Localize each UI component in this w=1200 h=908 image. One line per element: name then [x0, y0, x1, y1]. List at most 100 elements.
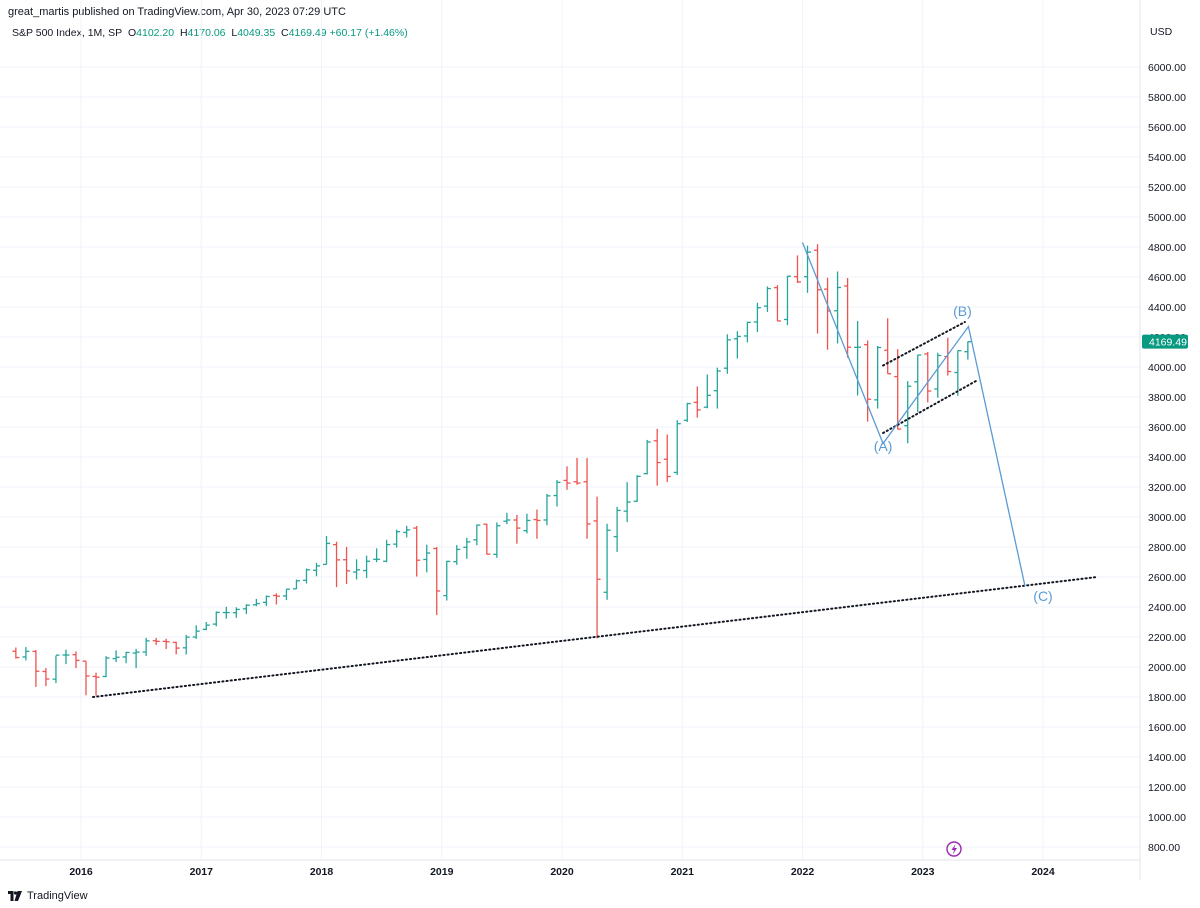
tradingview-footer[interactable]: TradingView — [8, 890, 88, 902]
ohlc-bar — [302, 568, 310, 584]
y-tick-label: 4800.00 — [1148, 242, 1186, 254]
trendline-group[interactable] — [92, 321, 1099, 698]
ohlc-bar — [703, 374, 711, 409]
ohlc-bar — [673, 420, 681, 475]
high-value: 4170.06 — [187, 27, 226, 39]
last-price-tag: 4169.49 — [1149, 337, 1187, 349]
ohlc-bar — [122, 651, 130, 664]
wave-path — [801, 242, 1026, 587]
trendline — [882, 321, 966, 367]
trendline — [92, 576, 1099, 698]
symbol-title[interactable]: S&P 500 Index, 1M, SP — [12, 27, 123, 39]
ohlc-bar — [904, 381, 912, 444]
ohlc-bar — [443, 560, 451, 601]
ohlc-bar — [643, 439, 651, 475]
ohlc-bar — [383, 539, 391, 563]
ohlc-bar — [82, 660, 90, 696]
ohlc-bar — [553, 479, 561, 507]
ohlc-bar — [413, 526, 421, 577]
symbol-legend: S&P 500 Index, 1M, SP O4102.20 H4170.06 … — [12, 27, 408, 39]
ohlc-bar — [824, 277, 832, 350]
y-tick-label: 3200.00 — [1148, 482, 1186, 494]
y-tick-label: 6000.00 — [1148, 62, 1186, 74]
elliott-wave-group[interactable]: (A) (B) (C) — [801, 242, 1053, 605]
ohlc-bar — [112, 650, 120, 663]
y-tick-label: 1800.00 — [1148, 692, 1186, 704]
ohlc-bar — [924, 352, 932, 403]
ohlc-bar — [32, 650, 40, 687]
y-tick-label: 1400.00 — [1148, 752, 1186, 764]
ohlc-bar — [613, 506, 621, 552]
ohlc-bar — [483, 523, 491, 555]
replay-button[interactable] — [946, 841, 962, 857]
ohlc-bar — [583, 458, 591, 539]
ohlc-bar — [493, 522, 501, 558]
ohlc-bar — [753, 302, 761, 333]
ohlc-bar — [723, 334, 731, 374]
ohlc-bar — [603, 523, 611, 600]
ohlc-bar — [343, 546, 351, 585]
grid-lines — [0, 0, 1140, 860]
price-axis[interactable]: 800.00 1000.00 1200.00 1400.00 1600.00 1800.0… — [1148, 62, 1186, 854]
y-tick-label: 5800.00 — [1148, 92, 1186, 104]
ohlc-bar — [844, 278, 852, 358]
ohlc-bar — [653, 428, 661, 486]
wave-label: (C) — [1033, 588, 1052, 604]
ohlc-bar — [693, 386, 701, 418]
ohlc-bar — [162, 638, 170, 649]
ohlc-bar — [713, 367, 721, 409]
change-value: +60.17 (+1.46%) — [329, 27, 408, 39]
x-tick-label: 2023 — [911, 866, 935, 878]
ohlc-bar — [132, 648, 140, 669]
ohlc-bar — [743, 321, 751, 343]
ohlc-bar — [42, 668, 50, 687]
ohlc-bar — [623, 482, 631, 523]
ohlc-bar — [944, 337, 952, 376]
ohlc-bar — [393, 529, 401, 548]
ohlc-bar — [282, 588, 290, 601]
y-tick-label: 5200.00 — [1148, 182, 1186, 194]
ohlc-bar — [814, 244, 822, 334]
ohlc-bar — [954, 349, 962, 396]
y-tick-label: 5400.00 — [1148, 152, 1186, 164]
wave-label: (A) — [874, 438, 893, 454]
ohlc-bar — [773, 285, 781, 322]
y-tick-label: 3400.00 — [1148, 452, 1186, 464]
ohlc-bar — [793, 255, 801, 283]
ohlc-bar — [363, 555, 371, 578]
y-tick-label: 2800.00 — [1148, 542, 1186, 554]
tradingview-brand: TradingView — [27, 890, 88, 902]
ohlc-bar — [433, 547, 441, 616]
y-tick-label: 2200.00 — [1148, 632, 1186, 644]
ohlc-bar — [22, 647, 30, 661]
ohlc-bar — [182, 634, 190, 655]
ohlc-bar — [12, 647, 20, 659]
ohlc-bar — [894, 349, 902, 430]
close-value: 4169.49 — [288, 27, 327, 39]
ohlc-bar — [874, 346, 882, 409]
ohlc-bar — [222, 606, 230, 619]
ohlc-bar — [683, 402, 691, 423]
y-tick-label: 4600.00 — [1148, 272, 1186, 284]
price-tag: 4169.49 — [1142, 334, 1188, 349]
wave-label: (B) — [953, 303, 972, 319]
y-tick-label: 5600.00 — [1148, 122, 1186, 134]
x-tick-label: 2019 — [430, 866, 454, 878]
time-axis[interactable]: 2016 2017 2018 2019 2020 2021 2022 2023 2024 — [69, 866, 1055, 878]
publisher-header: great_martis published on TradingView.co… — [8, 6, 346, 18]
ohlc-bar — [533, 509, 541, 539]
ohlc-bar — [232, 607, 240, 618]
x-tick-label: 2020 — [550, 866, 574, 878]
ohlc-bar — [92, 672, 100, 696]
ohlc-bar — [864, 340, 872, 422]
ohlc-bar — [804, 245, 812, 293]
x-tick-label: 2018 — [310, 866, 334, 878]
ohlc-bar — [292, 579, 300, 590]
y-tick-label: 2000.00 — [1148, 662, 1186, 674]
ohlc-bar — [423, 544, 431, 573]
ohlc-bar — [964, 340, 972, 360]
ohlc-bar — [934, 352, 942, 398]
ohlc-bar — [242, 604, 250, 615]
x-tick-label: 2016 — [69, 866, 93, 878]
